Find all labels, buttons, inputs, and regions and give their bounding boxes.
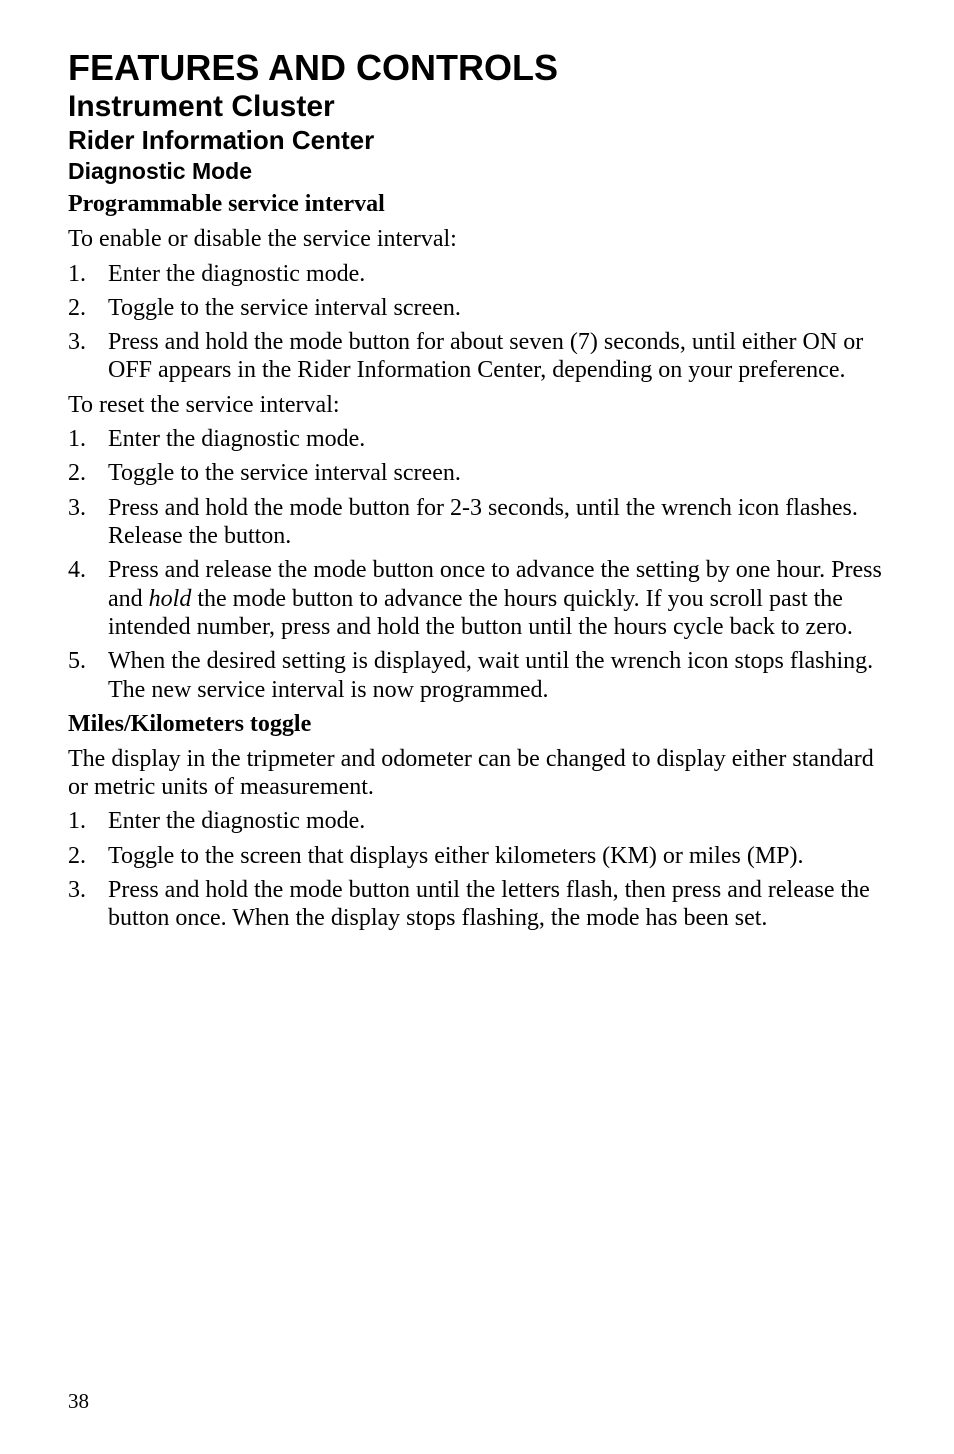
- paragraph-enable-disable: To enable or disable the service interva…: [68, 225, 886, 253]
- heading-diagnostic-mode: Diagnostic Mode: [68, 158, 886, 184]
- paragraph-reset: To reset the service interval:: [68, 391, 886, 419]
- list-text: Enter the diagnostic mode.: [108, 807, 886, 835]
- list-miles-km: 1. Enter the diagnostic mode. 2. Toggle …: [68, 807, 886, 932]
- list-number: 5.: [68, 647, 108, 704]
- heading-features: FEATURES AND CONTROLS: [68, 48, 886, 88]
- list-number: 2.: [68, 459, 108, 487]
- list-text: Press and hold the mode button for about…: [108, 328, 886, 385]
- subheading-miles-km: Miles/Kilometers toggle: [68, 710, 886, 739]
- list-item: 1. Enter the diagnostic mode.: [68, 807, 886, 835]
- list-reset: 1.Enter the diagnostic mode.2.Toggle to …: [68, 425, 886, 704]
- list-item: 2.Toggle to the service interval screen.: [68, 459, 886, 487]
- heading-rider-info-center: Rider Information Center: [68, 126, 886, 156]
- list-item: 3. Press and hold the mode button until …: [68, 876, 886, 933]
- list-number: 3.: [68, 494, 108, 551]
- list-item: 1. Enter the diagnostic mode.: [68, 260, 886, 288]
- heading-instrument-cluster: Instrument Cluster: [68, 90, 886, 125]
- list-text: Press and release the mode button once t…: [108, 556, 886, 641]
- list-item: 1.Enter the diagnostic mode.: [68, 425, 886, 453]
- list-text: Enter the diagnostic mode.: [108, 425, 886, 453]
- list-number: 3.: [68, 328, 108, 385]
- list-number: 3.: [68, 876, 108, 933]
- list-item: 5.When the desired setting is displayed,…: [68, 647, 886, 704]
- list-item: 4.Press and release the mode button once…: [68, 556, 886, 641]
- list-number: 2.: [68, 294, 108, 322]
- list-number: 1.: [68, 260, 108, 288]
- list-number: 1.: [68, 425, 108, 453]
- list-text: Press and hold the mode button until the…: [108, 876, 886, 933]
- list-number: 2.: [68, 842, 108, 870]
- list-text: Enter the diagnostic mode.: [108, 260, 886, 288]
- list-text: Toggle to the service interval screen.: [108, 459, 886, 487]
- list-item: 3. Press and hold the mode button for ab…: [68, 328, 886, 385]
- list-item: 3.Press and hold the mode button for 2-3…: [68, 494, 886, 551]
- list-text: When the desired setting is displayed, w…: [108, 647, 886, 704]
- list-item: 2. Toggle to the screen that displays ei…: [68, 842, 886, 870]
- subheading-programmable-interval: Programmable service interval: [68, 190, 886, 219]
- list-item: 2. Toggle to the service interval screen…: [68, 294, 886, 322]
- page-number: 38: [68, 1389, 89, 1414]
- list-text: Press and hold the mode button for 2-3 s…: [108, 494, 886, 551]
- list-text: Toggle to the screen that displays eithe…: [108, 842, 886, 870]
- list-number: 4.: [68, 556, 108, 641]
- paragraph-miles-km: The display in the tripmeter and odomete…: [68, 745, 886, 802]
- list-text: Toggle to the service interval screen.: [108, 294, 886, 322]
- list-number: 1.: [68, 807, 108, 835]
- list-enable-disable: 1. Enter the diagnostic mode. 2. Toggle …: [68, 260, 886, 385]
